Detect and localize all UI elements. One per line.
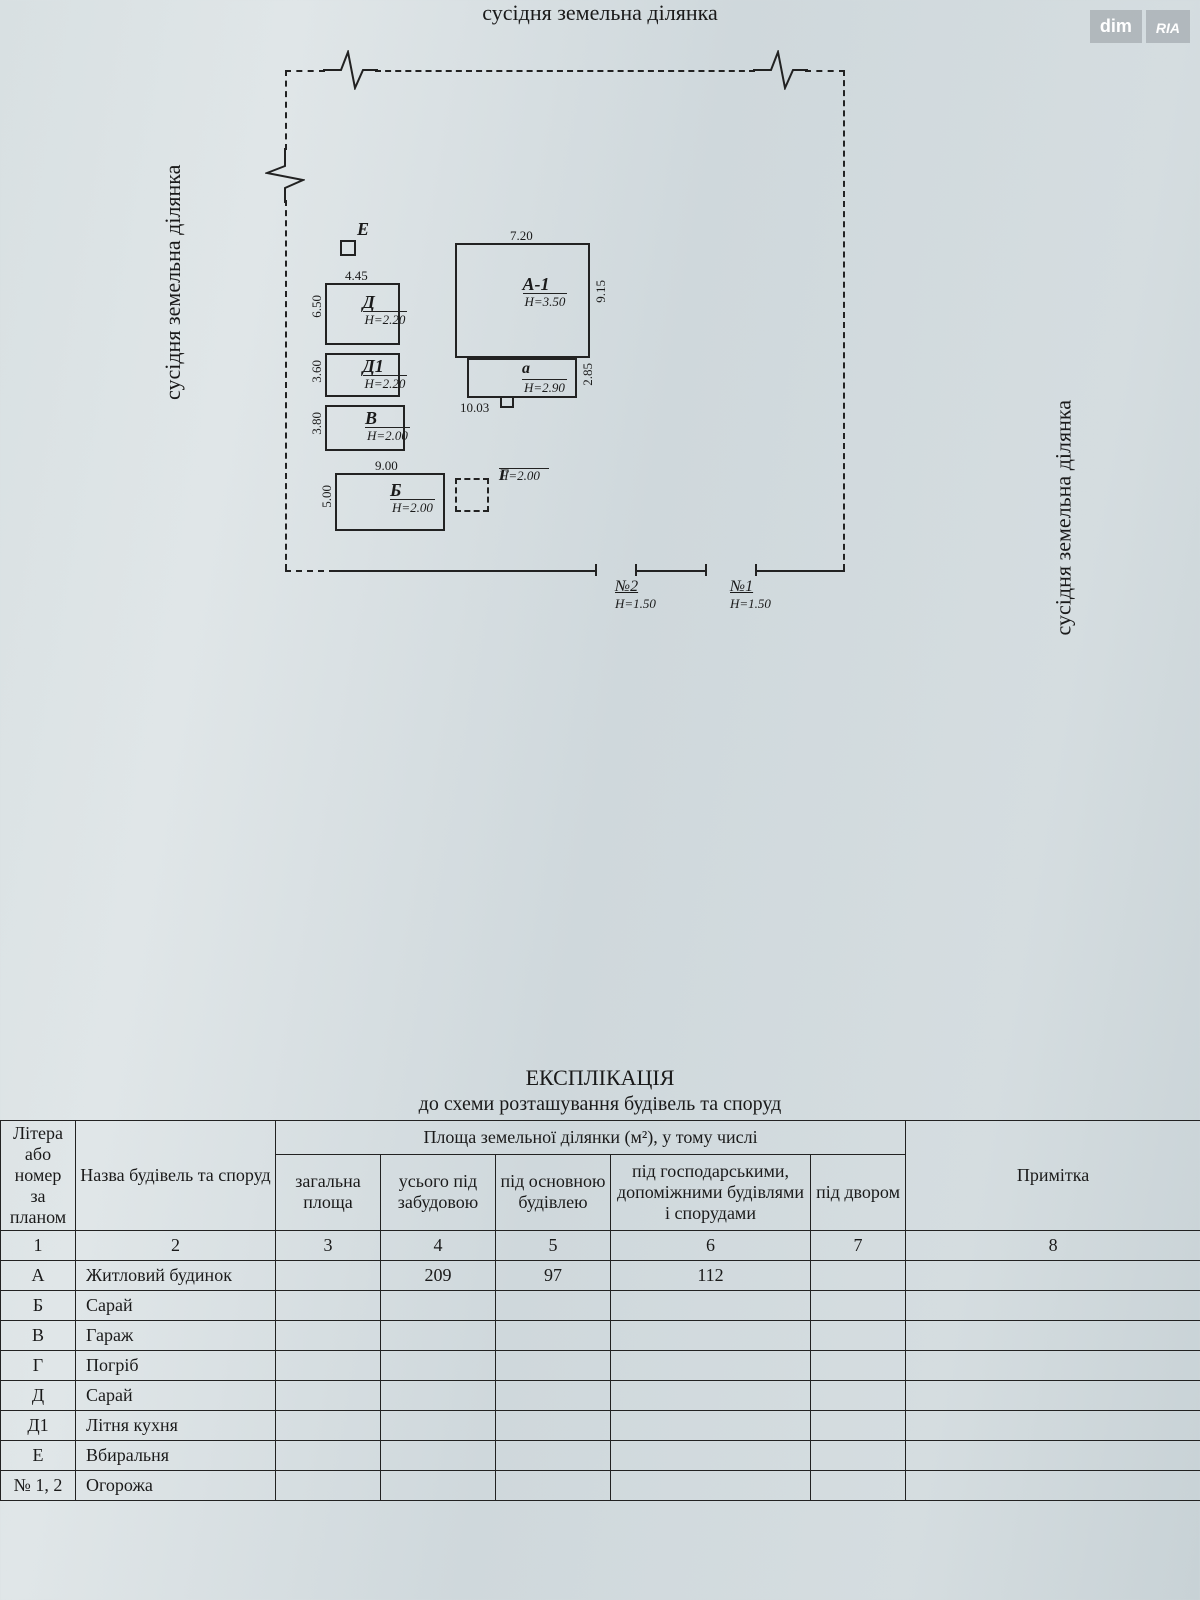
gate-n1-h: H=1.50 [730, 596, 771, 612]
building-V: В H=2.00 [325, 405, 405, 451]
table-row: БСарай [1, 1291, 1200, 1321]
building-A1-label: А-1 [523, 275, 550, 293]
dim-D-top: 4.45 [345, 268, 368, 284]
dim-A1-top: 7.20 [510, 228, 533, 244]
hdr-c4: усього під забудовою [381, 1154, 496, 1230]
dim-V-side: 3.80 [309, 412, 325, 435]
table-row: ВГараж [1, 1321, 1200, 1351]
watermark: dim RIA [1090, 10, 1190, 43]
hdr-c7: під двором [811, 1154, 906, 1230]
hdr-c5: під основною будівлею [496, 1154, 611, 1230]
hdr-c8: Примітка [906, 1121, 1200, 1231]
dim-A1-side: 9.15 [593, 280, 609, 303]
building-D-label: Д [363, 293, 375, 311]
building-A1: А-1 H=3.50 [455, 243, 590, 358]
hdr-c6: під господарськими, допоміжними будівлям… [611, 1154, 811, 1230]
building-B: Б H=2.00 [335, 473, 445, 531]
building-A1-h: H=3.50 [523, 293, 568, 310]
dim-a-side: 2.85 [580, 363, 596, 386]
dim-a-bottom: 10.03 [460, 400, 489, 416]
building-D: Д H=2.20 [325, 283, 400, 345]
watermark-dim: dim [1090, 10, 1142, 43]
table-row: ДСарай [1, 1381, 1200, 1411]
table-row: Д1Літня кухня [1, 1411, 1200, 1441]
table-numrow: 1 2 3 4 5 6 7 8 [1, 1231, 1200, 1261]
building-E-label: Е [357, 220, 369, 238]
dim-B-top: 9.00 [375, 458, 398, 474]
dim-D-side: 6.50 [309, 295, 325, 318]
building-D-h: H=2.20 [363, 311, 408, 328]
building-a-h: H=2.90 [522, 379, 567, 396]
table-row: АЖитловий будинок20997112 [1, 1261, 1200, 1291]
building-a: а H=2.90 [467, 358, 577, 398]
dim-D1-side: 3.60 [309, 360, 325, 383]
building-V-h: H=2.00 [365, 427, 410, 444]
hdr-c1: Літера або номер за планом [1, 1121, 76, 1231]
building-B-h: H=2.00 [390, 499, 435, 516]
table-row: ГПогріб [1, 1351, 1200, 1381]
building-G [455, 478, 489, 512]
dim-B-side: 5.00 [319, 485, 335, 508]
site-plan: №2 H=1.50 №1 H=1.50 Е 4.45 Д H=2.20 6.50… [285, 70, 845, 640]
gate-n2-h: H=1.50 [615, 596, 656, 612]
hdr-group: Площа земельної ділянки (м²), у тому чис… [276, 1121, 906, 1155]
table-title: ЕКСПЛІКАЦІЯ [0, 1065, 1200, 1091]
building-D1: Д1 H=2.20 [325, 353, 400, 397]
explication-section: ЕКСПЛІКАЦІЯ до схеми розташування будіве… [0, 1065, 1200, 1501]
watermark-ria: RIA [1146, 10, 1190, 43]
building-B-label: Б [390, 481, 401, 499]
table-row: ЕВбиральня [1, 1441, 1200, 1471]
building-a-label: а [522, 361, 530, 377]
table-header-row-1: Літера або номер за планом Назва будівел… [1, 1121, 1200, 1155]
building-D1-h: H=2.20 [363, 375, 408, 392]
table-subtitle: до схеми розташування будівель та споруд [0, 1093, 1200, 1116]
right-boundary-label: сусідня земельна ділянка [1050, 400, 1076, 635]
building-V-label: В [365, 409, 377, 427]
hdr-c3: загальна площа [276, 1154, 381, 1230]
gate-n1-label: №1 [730, 578, 753, 596]
building-D1-label: Д1 [363, 357, 384, 375]
left-boundary-label: сусідня земельна ділянка [160, 165, 186, 400]
building-G-h: H=2.00 [499, 468, 540, 484]
hdr-c2: Назва будівель та споруд [76, 1121, 276, 1231]
building-E [340, 240, 356, 256]
table-row: № 1, 2Огорожа [1, 1471, 1200, 1501]
top-boundary-label: сусідня земельна ділянка [482, 0, 717, 26]
explication-table: Літера або номер за планом Назва будівел… [0, 1120, 1200, 1501]
gate-n2-label: №2 [615, 578, 638, 596]
